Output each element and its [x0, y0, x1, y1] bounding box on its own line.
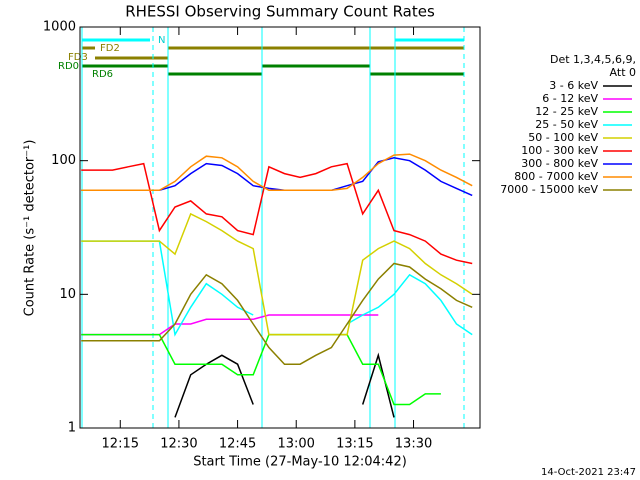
legend-label: 50 - 100 keV [528, 131, 598, 144]
flag-label: N [158, 35, 165, 46]
x-tick-label: 13:30 [395, 437, 432, 452]
x-tick-label: 12:45 [219, 437, 256, 452]
series-line [81, 240, 473, 337]
chart-title: RHESSI Observing Summary Count Rates [125, 3, 435, 21]
detectors: Det 1,3,4,5,6,9, [550, 53, 636, 66]
timestamp: 14-Oct-2021 23:47 [541, 467, 636, 478]
flag-label: RD0 [58, 61, 79, 72]
series-line [81, 262, 473, 365]
legend-label: 25 - 50 keV [535, 118, 598, 131]
y-tick-label: 1000 [43, 20, 76, 35]
night-markers [81, 27, 465, 428]
x-tick-label: 12:15 [102, 437, 139, 452]
legend-label: 800 - 7000 keV [514, 170, 598, 183]
legend-label: 12 - 25 keV [535, 105, 598, 118]
x-tick-label: 13:15 [336, 437, 373, 452]
plot-frame [79, 26, 481, 429]
flag-label: FD3 [68, 52, 88, 63]
series-line [81, 212, 473, 336]
series-line [81, 153, 473, 192]
legend-label: 100 - 300 keV [521, 144, 598, 157]
series-line [174, 352, 395, 418]
y-tick-label: 10 [59, 287, 76, 302]
flag-label: FD2 [100, 43, 120, 54]
x-tick-label: 12:30 [160, 437, 197, 452]
status-bars [82, 38, 464, 76]
legend-label: 7000 - 15000 keV [500, 183, 598, 196]
y-tick-label: 1 [68, 421, 76, 436]
legend-label: 6 - 12 keV [542, 92, 598, 105]
attenuator: Att 0 [610, 66, 636, 79]
y-tick-label: 100 [51, 153, 76, 168]
x-axis-label: Start Time (27-May-10 12:04:42) [193, 455, 407, 470]
series-line [81, 162, 473, 265]
series-line [81, 314, 379, 336]
legend-label: 3 - 6 keV [549, 79, 598, 92]
series-line [81, 333, 441, 406]
y-axis-label: Count Rate (s⁻¹ detector⁻¹) [23, 140, 38, 317]
flag-label: RD6 [92, 69, 113, 80]
legend-label: 300 - 800 keV [521, 157, 598, 170]
x-tick-label: 13:00 [277, 437, 314, 452]
